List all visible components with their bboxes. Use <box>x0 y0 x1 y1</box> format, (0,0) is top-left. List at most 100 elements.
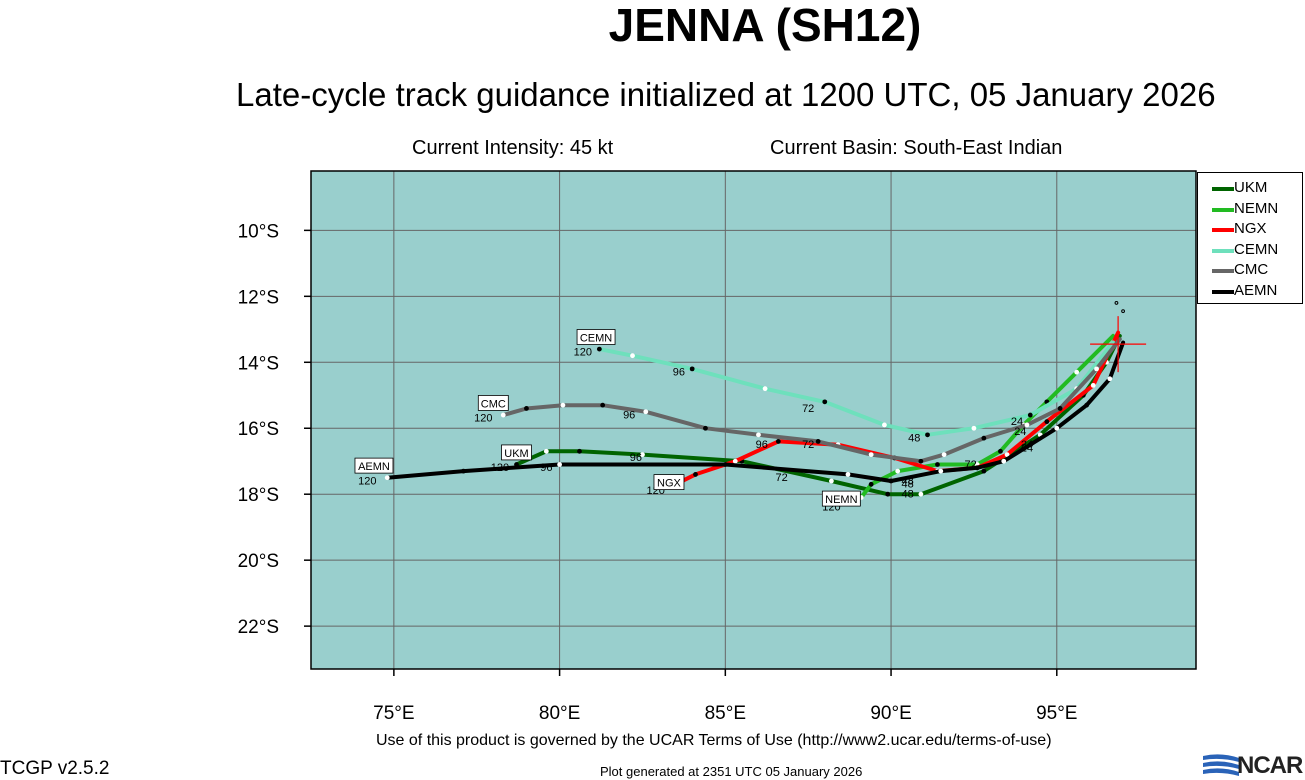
track-end-tag: CEMN <box>580 332 612 344</box>
track-point <box>461 468 466 474</box>
forecast-hour-label: 72 <box>802 439 814 451</box>
track-point <box>998 448 1003 454</box>
track-point <box>868 452 874 458</box>
track-point <box>703 425 708 431</box>
legend-label: CMC <box>1234 261 1269 278</box>
track-point <box>971 425 977 431</box>
track-end-tag-box <box>477 395 509 411</box>
forecast-hour-label: 96 <box>540 462 552 474</box>
forecast-hour-label: 24 <box>1014 426 1026 438</box>
forecast-hour-label: 48 <box>902 479 914 491</box>
track-point <box>981 468 987 474</box>
forecast-hour-label: 96 <box>630 452 642 464</box>
ncar-logo: NCAR <box>1201 750 1305 780</box>
current-basin-label: Current Basin: South-East Indian <box>770 137 1063 159</box>
track-end-tag: CMC <box>481 398 506 410</box>
track-point <box>1054 425 1060 431</box>
track-point <box>1074 369 1080 375</box>
page-title: JENNA (SH12) <box>608 0 922 51</box>
track-point <box>630 353 635 359</box>
track-end-tag-box <box>354 457 394 474</box>
lon-tick-label: 85°E <box>705 703 746 724</box>
track-point <box>1084 402 1090 408</box>
track-point <box>918 458 924 464</box>
track-point <box>941 452 947 458</box>
track-point <box>732 458 738 464</box>
legend-swatch <box>1212 228 1234 232</box>
track-point <box>885 491 891 497</box>
legend-label: NEMN <box>1234 199 1279 217</box>
map-ocean <box>311 171 1196 669</box>
track-point <box>822 399 828 405</box>
track-point <box>1044 419 1050 425</box>
track-point <box>815 439 821 444</box>
track-point <box>560 402 566 408</box>
legend-swatch <box>1212 248 1234 253</box>
ncar-swoosh-icon <box>1203 754 1239 776</box>
track-point <box>596 346 602 352</box>
track-point <box>557 462 562 467</box>
track-end-tag: AEMN <box>358 461 390 473</box>
forecast-hour-label: 24 <box>1021 439 1033 451</box>
forecast-hour-label: 96 <box>756 439 768 451</box>
track-point <box>828 478 834 484</box>
track-point <box>600 402 606 408</box>
track-point <box>524 406 529 411</box>
track-point <box>868 481 874 487</box>
lat-tick-label: 14°S <box>238 353 279 374</box>
track-point <box>693 472 698 477</box>
track-lines <box>384 330 1126 500</box>
track-nemn <box>859 333 1116 500</box>
track-point <box>775 439 781 444</box>
track-aemn <box>385 340 1126 483</box>
legend-label: CEMN <box>1234 240 1279 258</box>
lon-tick-label: 80°E <box>539 703 580 724</box>
lon-tick-label: 75°E <box>373 703 414 724</box>
generated-timestamp: Plot generated at 2351 UTC 05 January 20… <box>600 764 863 779</box>
track-point <box>882 422 887 428</box>
track-end-tag-box <box>576 329 616 345</box>
forecast-hour-label: 72 <box>964 459 976 471</box>
legend-label: NGX <box>1234 220 1267 237</box>
track-point <box>722 462 728 467</box>
track-point <box>1027 412 1033 418</box>
forecast-hour-label: 120 <box>474 413 492 425</box>
track-point <box>938 468 944 474</box>
legend-swatch <box>1212 187 1234 191</box>
track-point <box>1090 382 1096 388</box>
forecast-hour-label: 72 <box>776 472 788 484</box>
legend-swatch <box>1212 289 1234 294</box>
track-point <box>1094 366 1099 372</box>
current-position <box>1090 316 1147 373</box>
terms-of-use-text: Use of this product is governed by the U… <box>376 732 1052 749</box>
ncar-logo-text: NCAR <box>1237 752 1303 779</box>
track-end-tag-box <box>501 444 532 461</box>
lat-tick-label: 20°S <box>238 551 279 572</box>
track-point <box>1001 458 1007 464</box>
forecast-hour-label: 48 <box>902 475 914 487</box>
lon-tick-label: 90°E <box>870 703 911 724</box>
lon-tick-label: 95°E <box>1036 703 1077 724</box>
map-frame <box>310 170 1197 670</box>
track-point <box>643 409 649 415</box>
track-end-tag-box <box>653 474 685 491</box>
forecast-hour-label: 48 <box>902 489 914 501</box>
track-point <box>1004 452 1010 458</box>
track-point <box>1057 406 1063 411</box>
track-point <box>1027 442 1033 448</box>
track-point <box>1107 376 1113 382</box>
page-subtitle: Late-cycle track guidance initialized at… <box>236 76 1216 113</box>
lat-tick-label: 18°S <box>238 485 279 506</box>
track-point <box>918 491 924 497</box>
track-point <box>689 366 695 372</box>
track-legend: UKM NEMN NGX CEMN CMC AEMN <box>1197 172 1303 304</box>
lat-tick-label: 12°S <box>238 287 279 308</box>
track-point <box>762 386 768 392</box>
lat-tick-label: 10°S <box>238 221 279 242</box>
forecast-hour-label: 96 <box>673 366 685 378</box>
track-point <box>543 448 549 454</box>
axis-ticks: 75°E 80°E 85°E 90°E 95°E 10°S 12°S 14°S 16°S 18°S… <box>238 221 1078 724</box>
lat-tick-label: 16°S <box>238 419 279 440</box>
track-point <box>640 452 645 458</box>
